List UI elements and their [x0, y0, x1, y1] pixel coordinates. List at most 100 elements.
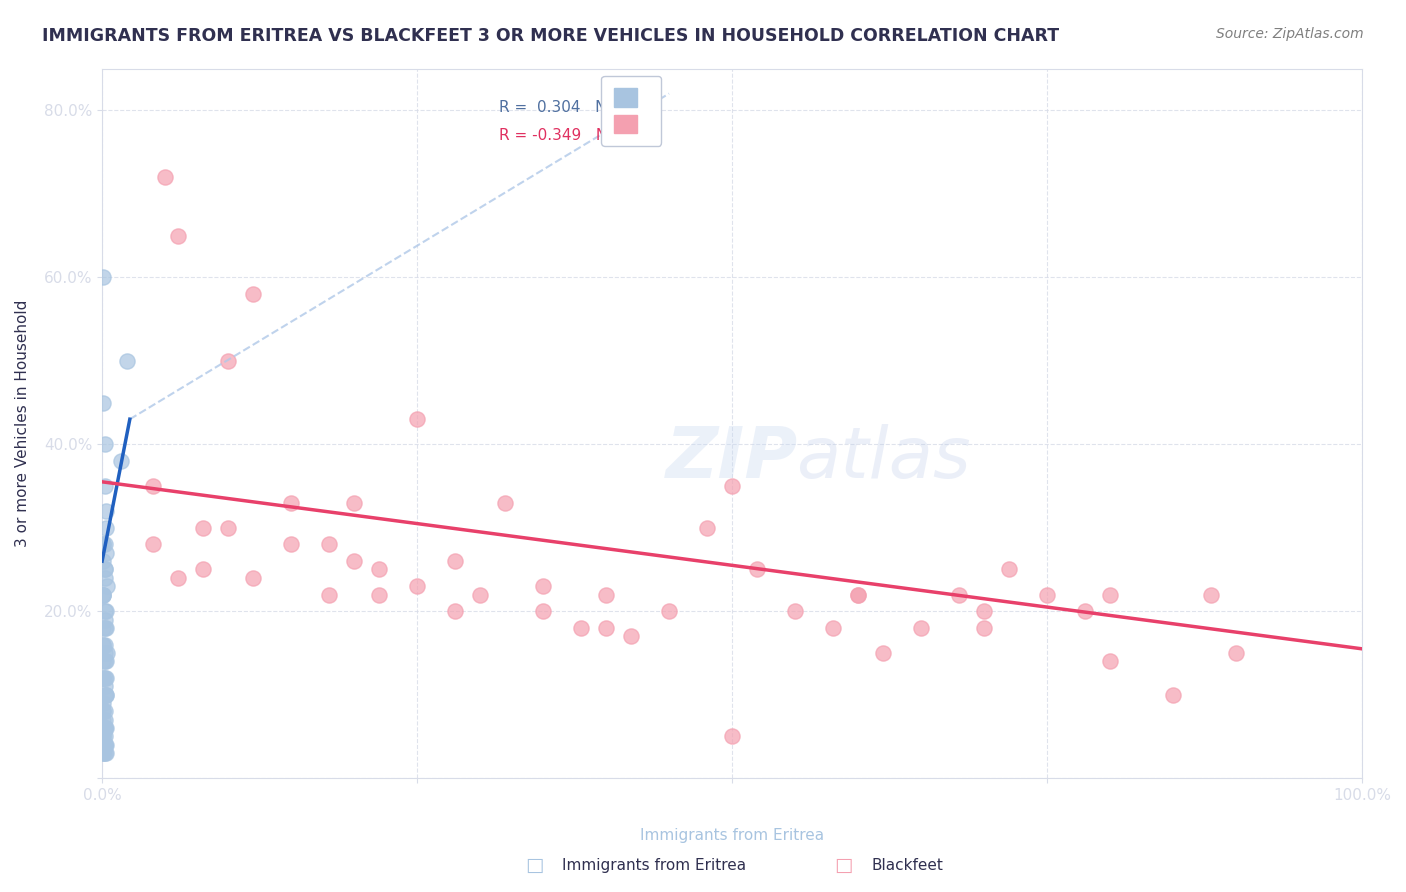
- Point: [747, 562, 769, 576]
- Point: [1225, 646, 1247, 660]
- Point: [93, 746, 115, 760]
- Point: [531, 579, 554, 593]
- Point: [595, 588, 617, 602]
- Point: [93, 746, 115, 760]
- Point: [217, 353, 239, 368]
- Point: [93, 738, 115, 752]
- Point: [141, 479, 163, 493]
- Point: [93, 671, 115, 685]
- Point: [846, 588, 869, 602]
- Point: [93, 730, 115, 744]
- Point: [166, 571, 188, 585]
- Point: [93, 705, 115, 719]
- Point: [94, 504, 117, 518]
- Point: [117, 353, 139, 368]
- Text: Blackfeet: Blackfeet: [872, 858, 943, 872]
- Point: [93, 721, 115, 735]
- Point: [368, 562, 391, 576]
- Point: [93, 646, 115, 660]
- Point: [96, 646, 118, 660]
- Point: [93, 537, 115, 551]
- Text: R =  0.304   N = 63: R = 0.304 N = 63: [499, 100, 648, 115]
- Point: [620, 629, 643, 643]
- Point: [872, 646, 894, 660]
- Text: □: □: [524, 855, 544, 875]
- Point: [93, 554, 115, 568]
- Point: [93, 562, 115, 576]
- Text: IMMIGRANTS FROM ERITREA VS BLACKFEET 3 OR MORE VEHICLES IN HOUSEHOLD CORRELATION: IMMIGRANTS FROM ERITREA VS BLACKFEET 3 O…: [42, 27, 1059, 45]
- Point: [494, 496, 516, 510]
- Point: [1199, 588, 1222, 602]
- Point: [280, 496, 302, 510]
- Point: [93, 671, 115, 685]
- Point: [93, 738, 115, 752]
- Point: [93, 638, 115, 652]
- Point: [846, 588, 869, 602]
- Point: [973, 621, 995, 635]
- Text: □: □: [834, 855, 853, 875]
- Point: [1036, 588, 1059, 602]
- Point: [93, 638, 115, 652]
- Point: [242, 287, 264, 301]
- Point: [93, 437, 115, 451]
- Text: R = -0.349   N = 53: R = -0.349 N = 53: [499, 128, 650, 144]
- Point: [318, 537, 340, 551]
- Point: [468, 588, 491, 602]
- Point: [94, 746, 117, 760]
- Point: [1161, 688, 1184, 702]
- Point: [93, 621, 115, 635]
- Point: [998, 562, 1021, 576]
- Text: Immigrants from Eritrea: Immigrants from Eritrea: [640, 828, 824, 843]
- Point: [94, 621, 117, 635]
- Point: [658, 604, 681, 618]
- Point: [191, 521, 214, 535]
- Point: [94, 546, 117, 560]
- Point: [93, 738, 115, 752]
- Point: [1098, 588, 1121, 602]
- Point: [93, 713, 115, 727]
- Point: [93, 730, 115, 744]
- Text: atlas: atlas: [796, 425, 970, 493]
- Point: [531, 604, 554, 618]
- Point: [191, 562, 214, 576]
- Legend: , : ,: [602, 76, 661, 145]
- Point: [821, 621, 844, 635]
- Point: [94, 688, 117, 702]
- Point: [93, 588, 115, 602]
- Point: [93, 705, 115, 719]
- Point: [93, 588, 115, 602]
- Point: [93, 395, 115, 409]
- Point: [721, 479, 744, 493]
- Point: [368, 588, 391, 602]
- Text: Source: ZipAtlas.com: Source: ZipAtlas.com: [1216, 27, 1364, 41]
- Point: [93, 588, 115, 602]
- Point: [93, 604, 115, 618]
- Y-axis label: 3 or more Vehicles in Household: 3 or more Vehicles in Household: [15, 300, 30, 547]
- Point: [94, 604, 117, 618]
- Point: [94, 671, 117, 685]
- Point: [93, 688, 115, 702]
- Point: [166, 228, 188, 243]
- Point: [948, 588, 970, 602]
- Point: [153, 170, 176, 185]
- Point: [406, 579, 429, 593]
- Point: [93, 696, 115, 710]
- Point: [318, 588, 340, 602]
- Point: [110, 454, 132, 468]
- Point: [93, 705, 115, 719]
- Point: [93, 638, 115, 652]
- Point: [569, 621, 592, 635]
- Point: [93, 654, 115, 668]
- Point: [93, 721, 115, 735]
- Point: [94, 688, 117, 702]
- Point: [406, 412, 429, 426]
- Point: [217, 521, 239, 535]
- Point: [93, 270, 115, 285]
- Point: [1074, 604, 1097, 618]
- Point: [783, 604, 806, 618]
- Point: [93, 621, 115, 635]
- Point: [696, 521, 718, 535]
- Point: [93, 571, 115, 585]
- Point: [93, 537, 115, 551]
- Text: Immigrants from Eritrea: Immigrants from Eritrea: [562, 858, 747, 872]
